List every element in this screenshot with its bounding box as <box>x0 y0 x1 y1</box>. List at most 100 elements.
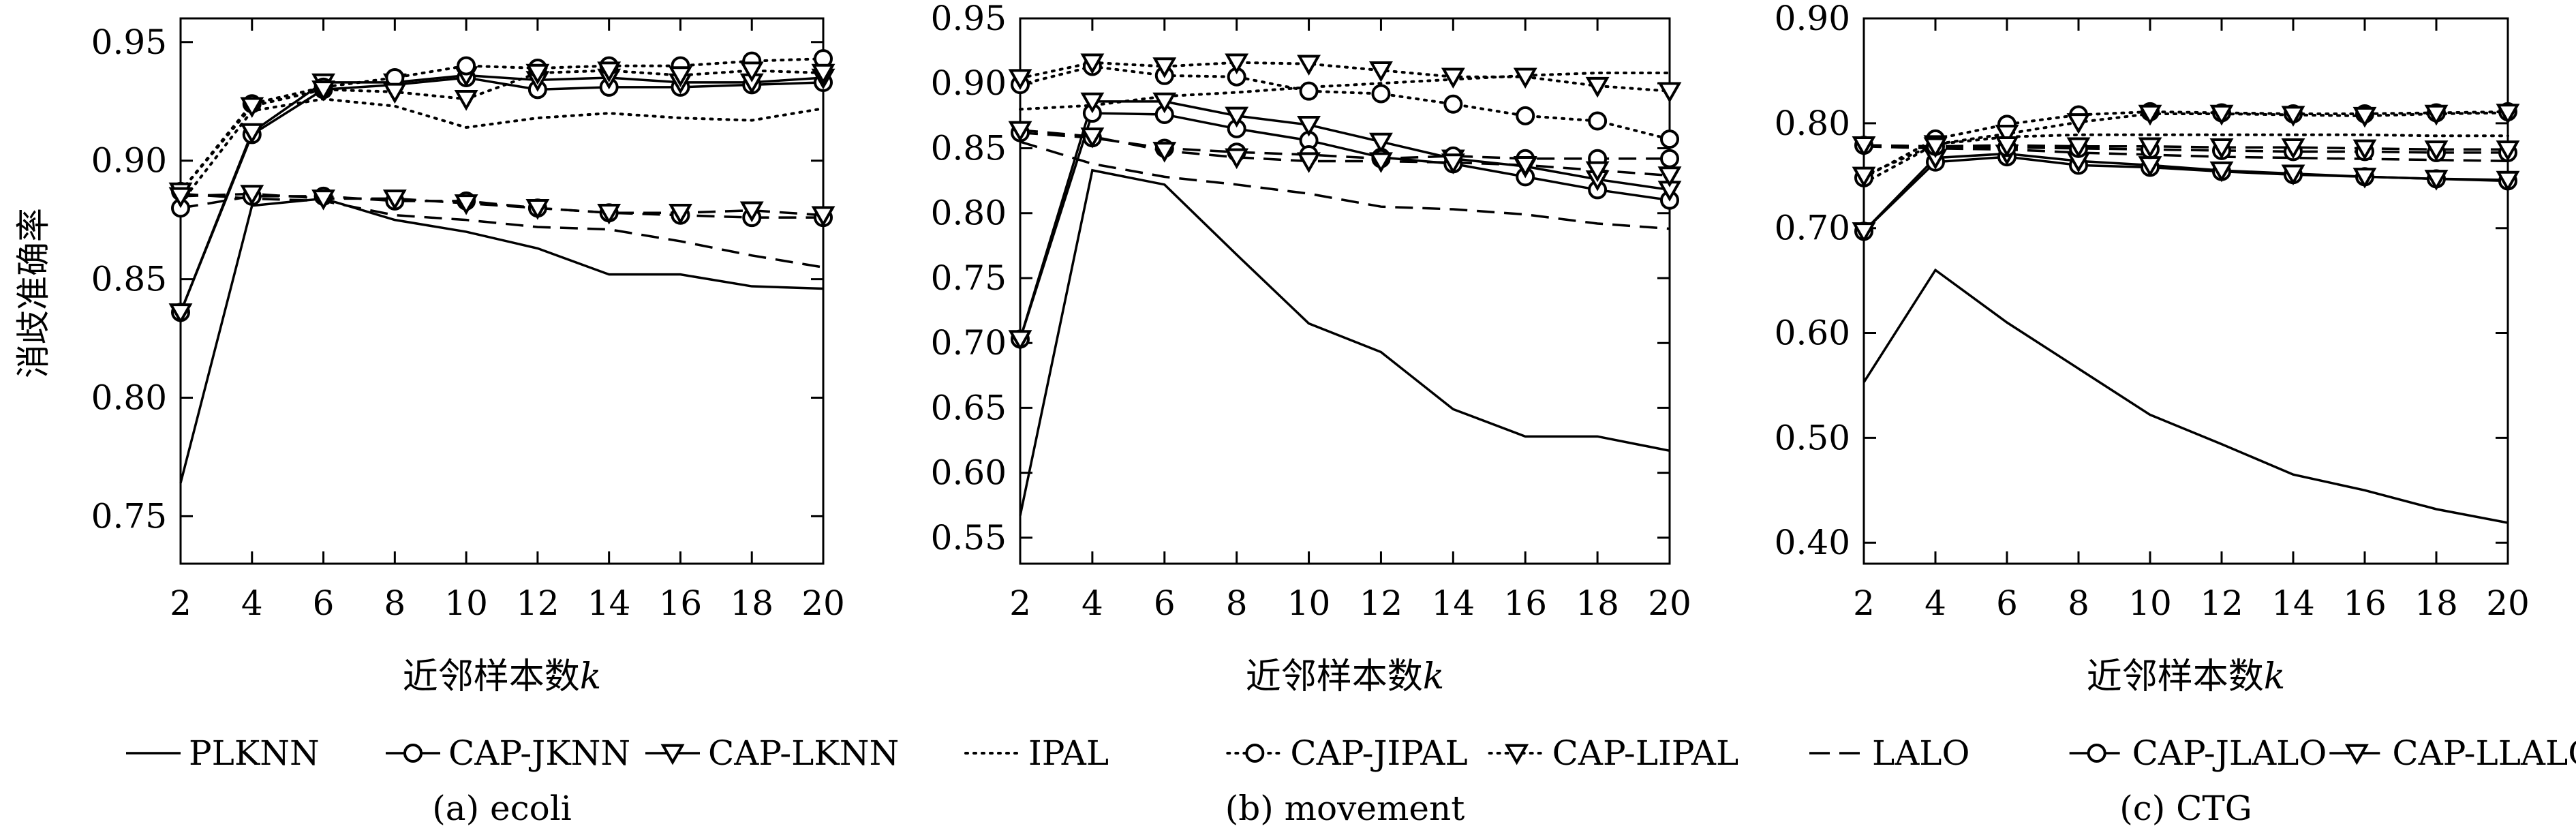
legend-label-cap-llalo: CAP-LLALO <box>2392 733 2576 773</box>
point-cap-llalo <box>2496 140 2520 162</box>
point-cap-llalo <box>668 204 692 225</box>
legend-label-plknn: PLKNN <box>189 733 320 773</box>
point-cap-jipal <box>457 56 476 76</box>
x-tick-label: 16 <box>659 583 703 623</box>
y-tick-label: 0.60 <box>1775 314 1850 353</box>
x-axis-label: 近邻样本数k <box>1246 656 1445 697</box>
point-cap-llalo <box>1657 166 1682 187</box>
point-cap-llalo <box>2352 139 2377 161</box>
point-cap-jipal <box>1371 84 1391 104</box>
point-cap-lipal <box>454 90 478 111</box>
legend-label-cap-lipal: CAP-LIPAL <box>1552 733 1739 773</box>
point-cap-lipal <box>311 80 336 102</box>
legend-label-lalo: LALO <box>1872 733 1970 773</box>
point-cap-lipal <box>1368 61 1393 82</box>
panel-subtitle: (a) ecoli <box>432 789 571 828</box>
x-tick-label: 10 <box>1287 583 1331 623</box>
series-line-cap-jipal <box>1019 65 1671 141</box>
point-cap-lipal <box>668 66 692 87</box>
chart-panel-1: 0.75 0.80 0.85 0.90 0.95 2 4 6 8 10 12 14 16 18 20 近邻样本… <box>91 17 899 828</box>
x-axis-label-var: k <box>580 656 602 697</box>
y-tick-label: 0.80 <box>931 194 1007 233</box>
plot-frame <box>1019 17 1671 565</box>
point-cap-lipal <box>1225 53 1249 75</box>
point-cap-lknn <box>240 123 264 144</box>
legend-label-ipal: IPAL <box>1028 733 1109 773</box>
point-cap-lipal <box>2424 104 2449 126</box>
point-cap-lipal <box>1080 53 1105 75</box>
legend-marker-cap-jknn <box>403 744 423 763</box>
point-cap-lipal <box>1152 57 1177 78</box>
legend-label-cap-lknn: CAP-LKNN <box>708 733 899 773</box>
point-cap-llalo <box>2066 137 2091 159</box>
series-group <box>1008 53 1682 516</box>
x-tick-label: 10 <box>444 583 488 623</box>
point-cap-lipal <box>1852 166 1876 188</box>
point-cap-lipal <box>1008 69 1032 90</box>
x-tick-label: 20 <box>801 583 845 623</box>
point-cap-lknn <box>1008 330 1032 351</box>
point-cap-lknn <box>1152 92 1177 114</box>
x-tick-label: 6 <box>313 583 335 623</box>
y-tick-label: 0.85 <box>931 128 1007 168</box>
point-cap-lipal <box>240 97 264 119</box>
point-cap-lknn <box>1225 106 1249 128</box>
point-cap-llalo <box>240 185 264 206</box>
legend: LALO CAP-JLALO CAP-LLALO <box>1809 733 2576 773</box>
x-tick-label: 14 <box>1432 583 1475 623</box>
point-cap-llalo <box>1995 136 2019 157</box>
point-cap-lipal <box>2352 106 2377 128</box>
panel-subtitle: (c) CTG <box>2119 789 2252 828</box>
x-axis-label-text: 近邻样本数 <box>403 656 580 697</box>
x-tick-label: 18 <box>2414 583 2458 623</box>
x-axis-label: 近邻样本数k <box>403 656 602 697</box>
legend-marker-cap-llalo <box>2344 744 2369 765</box>
series-line-lalo <box>1019 140 1670 230</box>
series-line-ipal <box>1019 72 1671 111</box>
series-line-cap-lipal <box>1862 111 2509 177</box>
point-cap-lipal <box>2281 106 2305 127</box>
plot-frame <box>179 17 825 565</box>
point-cap-llalo <box>2138 137 2162 159</box>
y-tick-label: 0.65 <box>931 388 1007 427</box>
series-line-plknn <box>179 197 824 484</box>
series-line-cap-jipal <box>179 57 825 193</box>
legend-label-cap-jlalo: CAP-JLALO <box>2132 733 2327 773</box>
series-line-cap-lknn <box>179 74 824 313</box>
point-cap-llalo <box>1297 152 1321 173</box>
series-line-cap-jknn <box>1019 112 1670 340</box>
point-cap-llalo <box>1152 142 1177 163</box>
x-tick-label: 4 <box>241 583 263 623</box>
point-cap-lknn <box>168 303 193 324</box>
point-cap-lipal <box>2496 104 2520 125</box>
chart-panel-3: 0.40 0.50 0.60 0.70 0.80 0.90 2 4 6 8 10 12 14 16 18 20… <box>1775 0 2576 828</box>
y-tick-label: 0.85 <box>91 260 167 299</box>
x-axis-label-var: k <box>2264 656 2286 697</box>
point-cap-llalo <box>1008 121 1032 142</box>
x-tick-label: 4 <box>1925 583 1946 623</box>
point-cap-llalo <box>739 201 764 223</box>
x-tick-label: 14 <box>587 583 631 623</box>
point-cap-lipal <box>382 82 407 104</box>
series-line-cap-llalo <box>1019 129 1670 177</box>
point-cap-jipal <box>1299 81 1319 101</box>
y-tick-label: 0.70 <box>931 323 1007 363</box>
point-cap-lknn <box>1080 92 1105 114</box>
point-cap-jipal <box>1443 94 1463 114</box>
series-line-cap-jknn <box>179 76 824 313</box>
point-cap-llalo <box>597 204 622 225</box>
point-cap-jlalo <box>1660 149 1679 168</box>
point-cap-lipal <box>1441 67 1465 89</box>
point-cap-lipal <box>525 63 550 85</box>
x-tick-label: 12 <box>2200 583 2243 623</box>
point-cap-lipal <box>2066 113 2091 134</box>
point-cap-llalo <box>1923 137 1948 159</box>
point-cap-llalo <box>454 194 478 215</box>
y-tick-label: 0.90 <box>91 141 167 181</box>
x-axis-label-var: k <box>1423 656 1445 697</box>
point-cap-lipal <box>1995 125 2019 146</box>
x-axis-label-text: 近邻样本数 <box>2087 656 2264 697</box>
point-cap-lknn <box>2496 170 2520 192</box>
series-line-plknn <box>1019 168 1670 516</box>
